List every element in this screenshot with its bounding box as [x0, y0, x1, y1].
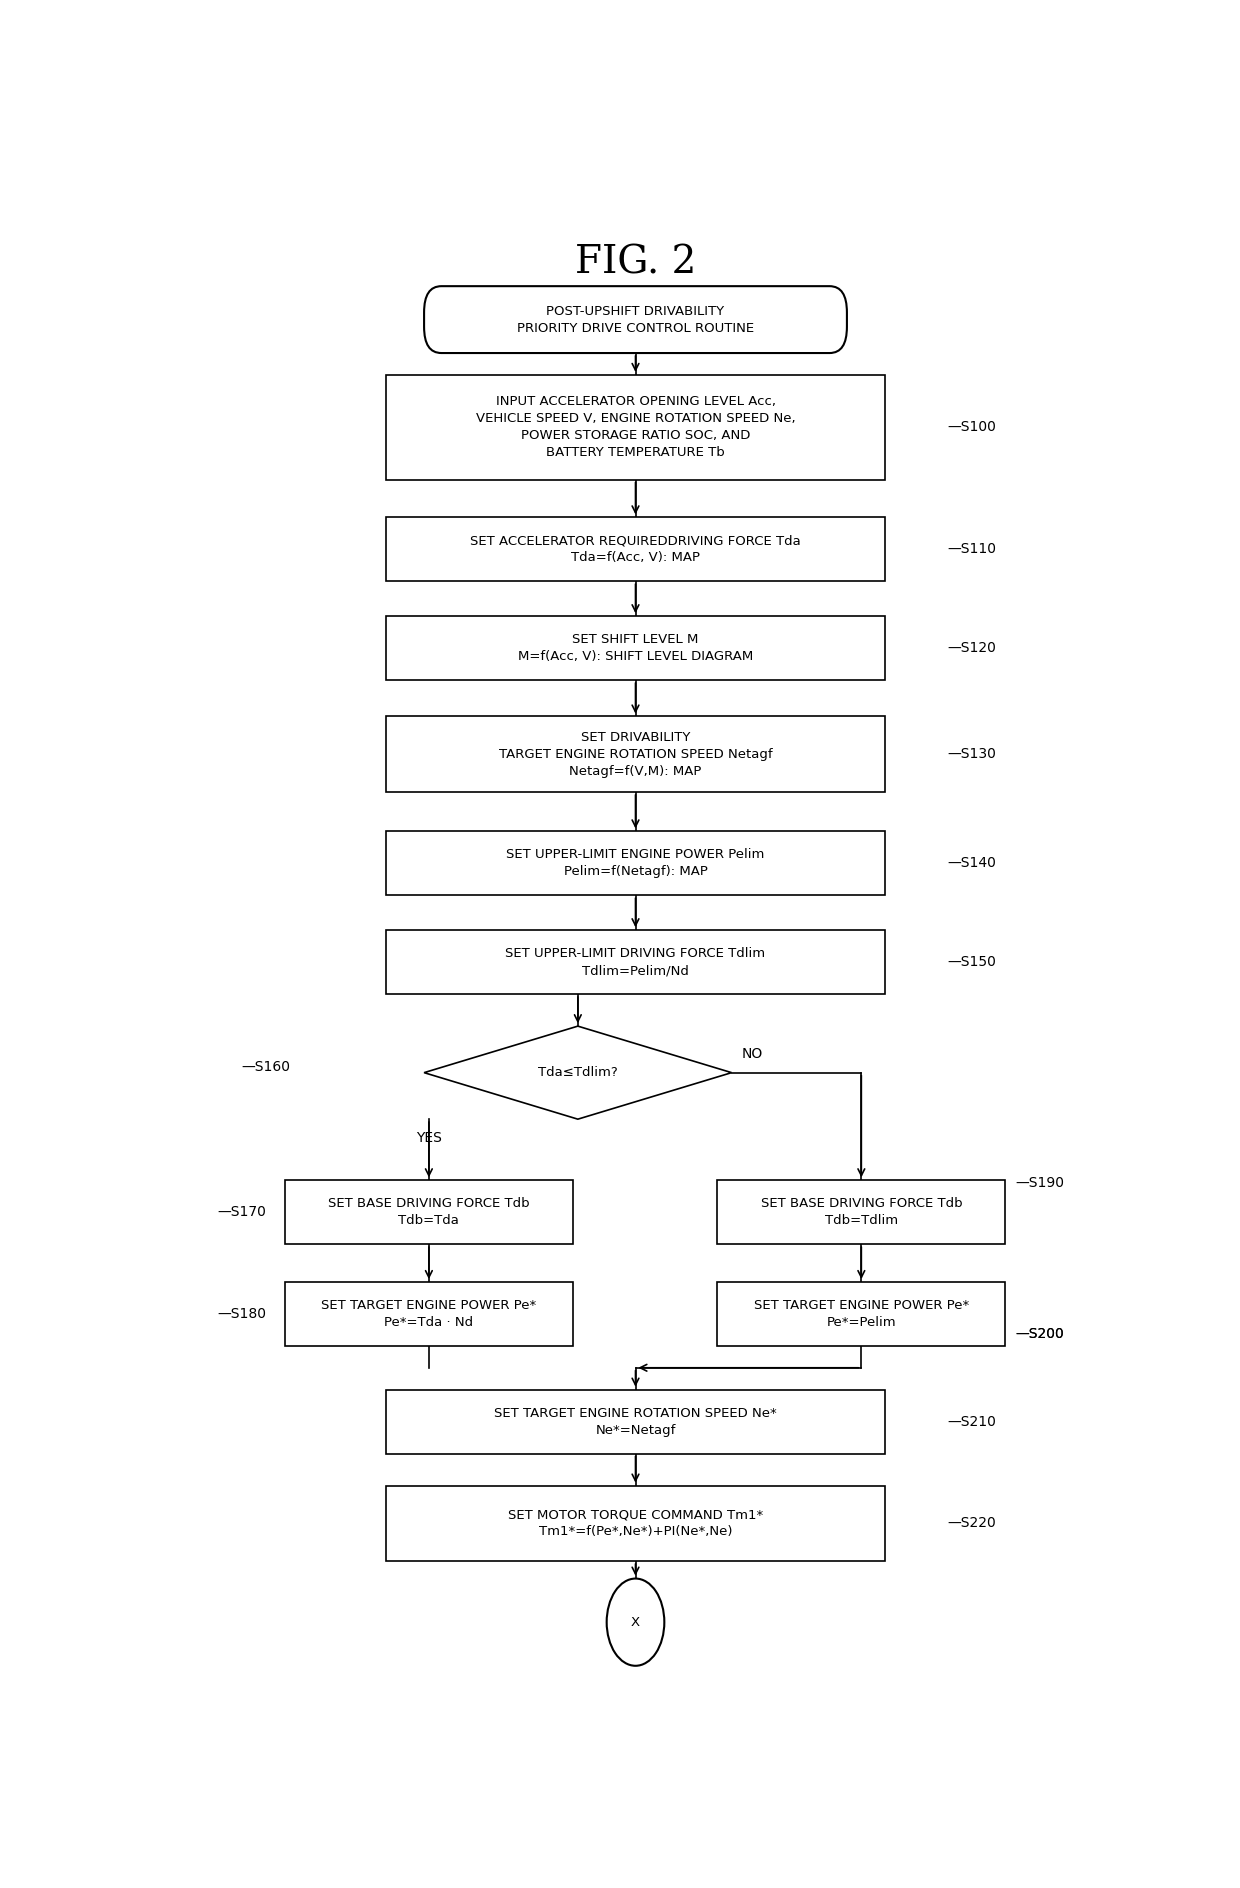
Text: SET BASE DRIVING FORCE Tdb
Tdb=Tdlim: SET BASE DRIVING FORCE Tdb Tdb=Tdlim: [760, 1197, 962, 1227]
Text: YES: YES: [415, 1131, 441, 1144]
Text: SET BASE DRIVING FORCE Tdb
Tdb=Tda: SET BASE DRIVING FORCE Tdb Tdb=Tda: [329, 1197, 529, 1227]
Text: —S170: —S170: [217, 1205, 267, 1220]
Text: X: X: [631, 1616, 640, 1629]
Bar: [285, 1180, 573, 1244]
Polygon shape: [424, 1027, 732, 1120]
Text: —S120: —S120: [947, 642, 997, 655]
Bar: [386, 1486, 885, 1561]
Text: FIG. 2: FIG. 2: [575, 244, 696, 281]
Text: Tda≤Tdlim?: Tda≤Tdlim?: [538, 1067, 618, 1080]
Text: —S190: —S190: [1016, 1176, 1064, 1189]
Bar: [386, 615, 885, 680]
Bar: [386, 1390, 885, 1454]
Text: —S160: —S160: [242, 1059, 290, 1074]
Text: SET TARGET ENGINE POWER Pe*
Pe*=Tda · Nd: SET TARGET ENGINE POWER Pe* Pe*=Tda · Nd: [321, 1299, 537, 1329]
Bar: [386, 831, 885, 895]
Text: INPUT ACCELERATOR OPENING LEVEL Acc,
VEHICLE SPEED V, ENGINE ROTATION SPEED Ne,
: INPUT ACCELERATOR OPENING LEVEL Acc, VEH…: [476, 395, 795, 459]
Text: SET MOTOR TORQUE COMMAND Tm1*
Tm1*=f(Pe*,Ne*)+PI(Ne*,Ne): SET MOTOR TORQUE COMMAND Tm1* Tm1*=f(Pe*…: [508, 1509, 763, 1539]
Text: —S110: —S110: [947, 542, 997, 557]
Bar: [285, 1282, 573, 1346]
Text: —S210: —S210: [947, 1414, 997, 1429]
Bar: [386, 517, 885, 582]
Bar: [717, 1282, 1006, 1346]
Text: SET UPPER-LIMIT ENGINE POWER Pelim
Pelim=f(Netagf): MAP: SET UPPER-LIMIT ENGINE POWER Pelim Pelim…: [506, 848, 765, 878]
Text: —S180: —S180: [217, 1306, 267, 1322]
Text: SET UPPER-LIMIT DRIVING FORCE Tdlim
Tdlim=Pelim/Nd: SET UPPER-LIMIT DRIVING FORCE Tdlim Tdli…: [506, 948, 765, 978]
Text: —S140: —S140: [947, 857, 997, 870]
Text: —S100: —S100: [947, 421, 997, 434]
Text: SET TARGET ENGINE ROTATION SPEED Ne*
Ne*=Netagf: SET TARGET ENGINE ROTATION SPEED Ne* Ne*…: [494, 1407, 777, 1437]
Text: SET TARGET ENGINE POWER Pe*
Pe*=Pelim: SET TARGET ENGINE POWER Pe* Pe*=Pelim: [754, 1299, 968, 1329]
Text: SET DRIVABILITY
TARGET ENGINE ROTATION SPEED Netagf
Netagf=f(V,M): MAP: SET DRIVABILITY TARGET ENGINE ROTATION S…: [498, 731, 773, 778]
Text: —S220: —S220: [947, 1516, 997, 1531]
Bar: [386, 376, 885, 480]
Text: NO: NO: [742, 1048, 763, 1061]
FancyBboxPatch shape: [424, 287, 847, 353]
Bar: [386, 716, 885, 793]
Circle shape: [606, 1578, 665, 1665]
Text: —S130: —S130: [947, 748, 997, 761]
Text: —S150: —S150: [947, 955, 997, 969]
Bar: [386, 931, 885, 995]
Text: —S200: —S200: [1016, 1327, 1064, 1340]
Bar: [717, 1180, 1006, 1244]
Text: SET ACCELERATOR REQUIREDDRIVING FORCE Tda
Tda=f(Acc, V): MAP: SET ACCELERATOR REQUIREDDRIVING FORCE Td…: [470, 534, 801, 565]
Text: POST-UPSHIFT DRIVABILITY
PRIORITY DRIVE CONTROL ROUTINE: POST-UPSHIFT DRIVABILITY PRIORITY DRIVE …: [517, 304, 754, 334]
Text: —S200: —S200: [1016, 1327, 1064, 1340]
Text: SET SHIFT LEVEL M
M=f(Acc, V): SHIFT LEVEL DIAGRAM: SET SHIFT LEVEL M M=f(Acc, V): SHIFT LEV…: [518, 632, 753, 663]
